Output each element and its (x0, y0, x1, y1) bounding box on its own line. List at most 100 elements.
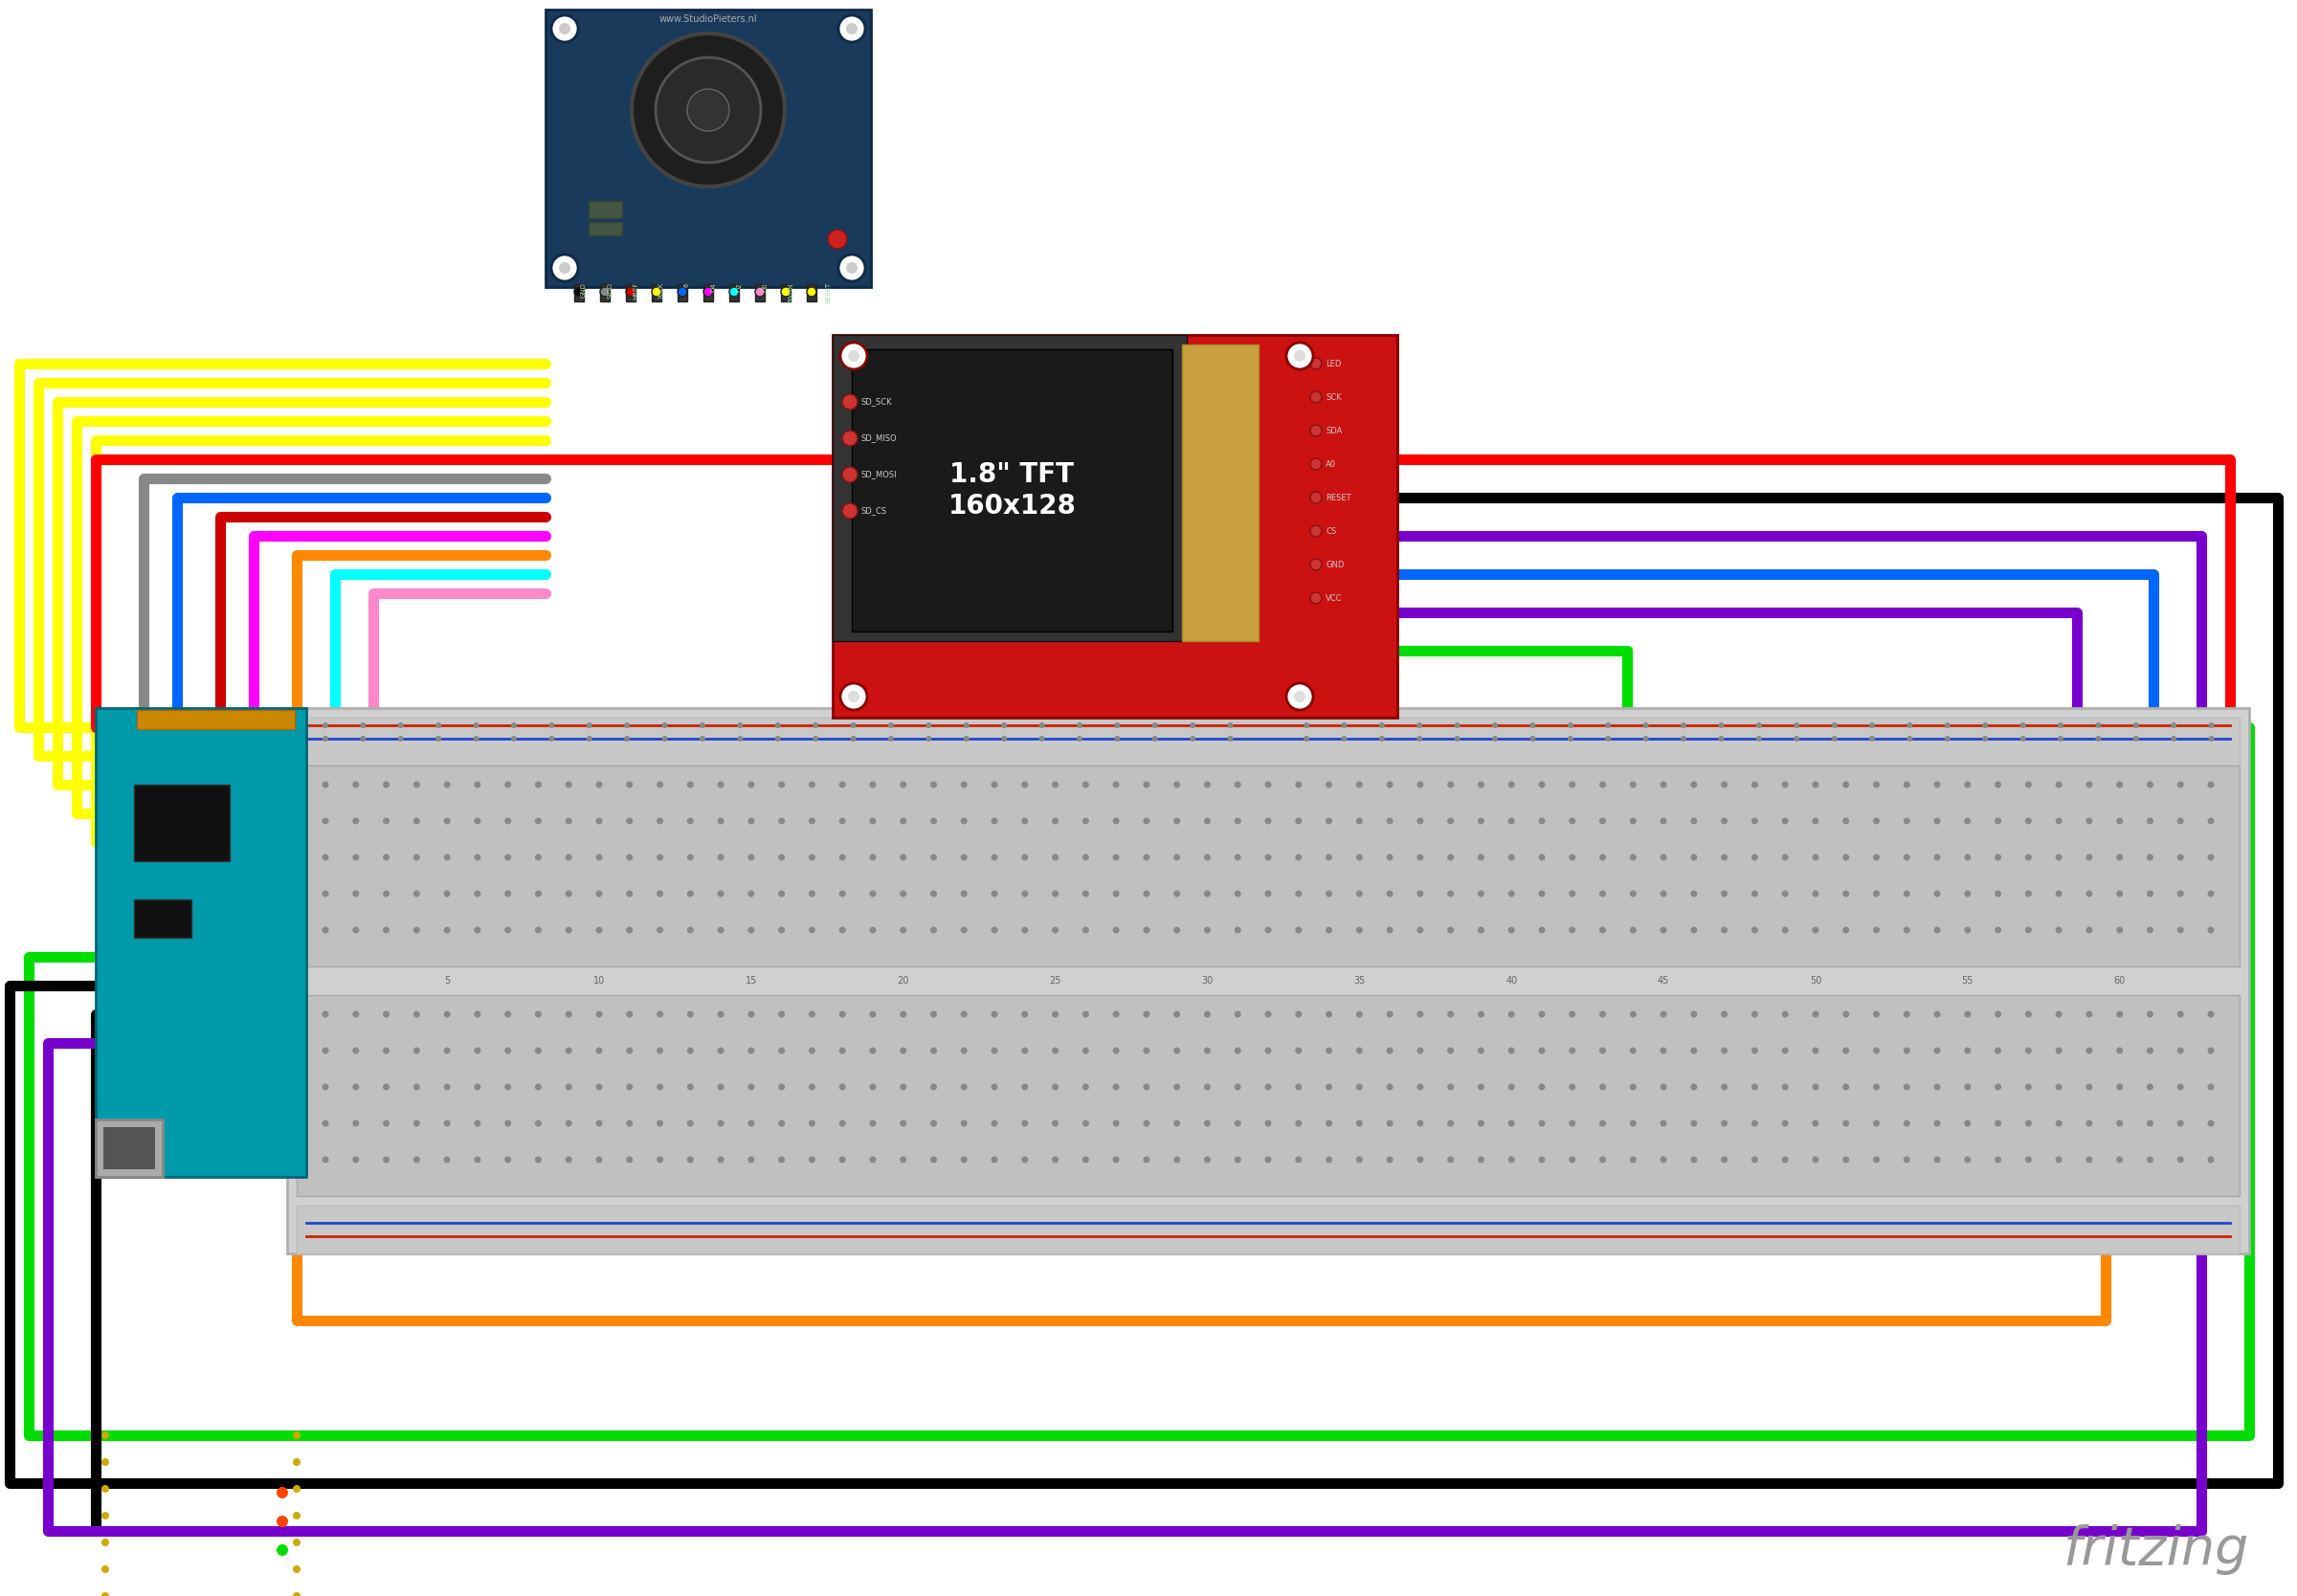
Circle shape (574, 287, 583, 297)
Circle shape (101, 1566, 110, 1574)
Bar (547, 10, 871, 287)
Circle shape (1447, 891, 1454, 897)
Bar (588, 201, 622, 219)
Circle shape (838, 1120, 845, 1127)
Text: 20: 20 (898, 977, 910, 986)
Circle shape (1022, 1084, 1029, 1090)
Circle shape (990, 891, 997, 897)
Circle shape (1309, 592, 1321, 603)
Circle shape (850, 723, 857, 728)
Circle shape (1994, 1157, 2001, 1163)
Circle shape (965, 736, 969, 742)
Circle shape (809, 1010, 815, 1018)
Circle shape (443, 782, 450, 788)
Circle shape (443, 1084, 450, 1090)
Circle shape (1934, 1120, 1941, 1127)
Circle shape (960, 782, 967, 788)
Text: 45: 45 (1658, 977, 1670, 986)
Circle shape (1022, 1010, 1029, 1018)
Circle shape (1718, 736, 1725, 742)
Circle shape (1720, 817, 1727, 824)
Circle shape (662, 736, 668, 742)
Text: 50: 50 (1810, 977, 1822, 986)
Circle shape (1964, 1047, 1971, 1053)
Circle shape (965, 723, 969, 728)
Circle shape (1387, 1010, 1392, 1018)
Circle shape (1599, 1084, 1606, 1090)
Circle shape (1190, 736, 1197, 742)
Circle shape (1355, 1010, 1362, 1018)
Circle shape (1509, 927, 1514, 934)
Circle shape (990, 782, 997, 788)
Circle shape (930, 854, 937, 860)
Text: SD_SCK: SD_SCK (861, 397, 894, 405)
Circle shape (473, 1157, 480, 1163)
Circle shape (1417, 1157, 1424, 1163)
Circle shape (1934, 1047, 1941, 1053)
Circle shape (1946, 723, 1950, 728)
Circle shape (2207, 1047, 2214, 1053)
Circle shape (1325, 817, 1332, 824)
Circle shape (1022, 1157, 1029, 1163)
Circle shape (1309, 391, 1321, 402)
Text: CS: CS (1325, 527, 1337, 535)
Circle shape (1569, 927, 1576, 934)
Circle shape (1539, 817, 1546, 824)
Bar (852, 350, 1171, 632)
Circle shape (871, 782, 875, 788)
Circle shape (627, 891, 634, 897)
Circle shape (838, 927, 845, 934)
Circle shape (2116, 1157, 2122, 1163)
Circle shape (1309, 559, 1321, 570)
Text: 10: 10 (593, 977, 604, 986)
Circle shape (1691, 1120, 1697, 1127)
Circle shape (101, 1593, 110, 1596)
Circle shape (322, 817, 328, 824)
Circle shape (1599, 854, 1606, 860)
Bar (96, 709, 306, 1176)
Circle shape (384, 1120, 390, 1127)
Circle shape (294, 1539, 301, 1547)
Circle shape (1872, 891, 1879, 897)
Circle shape (990, 817, 997, 824)
Circle shape (1233, 1010, 1240, 1018)
Circle shape (774, 736, 781, 742)
Circle shape (351, 1120, 358, 1127)
Circle shape (1530, 723, 1537, 728)
Circle shape (2056, 854, 2063, 860)
Circle shape (436, 723, 441, 728)
Circle shape (2178, 1047, 2184, 1053)
Circle shape (351, 927, 358, 934)
Circle shape (1720, 927, 1727, 934)
Circle shape (294, 1432, 301, 1440)
Circle shape (749, 782, 753, 788)
Circle shape (1720, 891, 1727, 897)
Circle shape (1144, 891, 1151, 897)
Circle shape (2026, 927, 2033, 934)
Circle shape (625, 736, 629, 742)
Circle shape (1477, 782, 1484, 788)
Circle shape (1812, 1084, 1819, 1090)
Circle shape (1661, 1157, 1668, 1163)
Circle shape (565, 1157, 572, 1163)
Circle shape (1233, 1047, 1240, 1053)
Circle shape (1629, 1010, 1635, 1018)
Circle shape (413, 817, 420, 824)
Circle shape (1266, 854, 1273, 860)
Circle shape (806, 287, 815, 297)
Circle shape (1204, 1047, 1211, 1053)
Circle shape (1266, 891, 1273, 897)
Circle shape (505, 1084, 512, 1090)
Circle shape (473, 782, 480, 788)
Circle shape (1447, 1084, 1454, 1090)
Circle shape (1509, 782, 1514, 788)
Circle shape (809, 1157, 815, 1163)
Circle shape (322, 1047, 328, 1053)
Circle shape (809, 854, 815, 860)
Circle shape (1022, 1120, 1029, 1127)
Circle shape (990, 854, 997, 860)
Circle shape (1286, 683, 1314, 710)
Circle shape (1296, 782, 1302, 788)
Bar (296, 766, 2240, 967)
Circle shape (2207, 854, 2214, 860)
